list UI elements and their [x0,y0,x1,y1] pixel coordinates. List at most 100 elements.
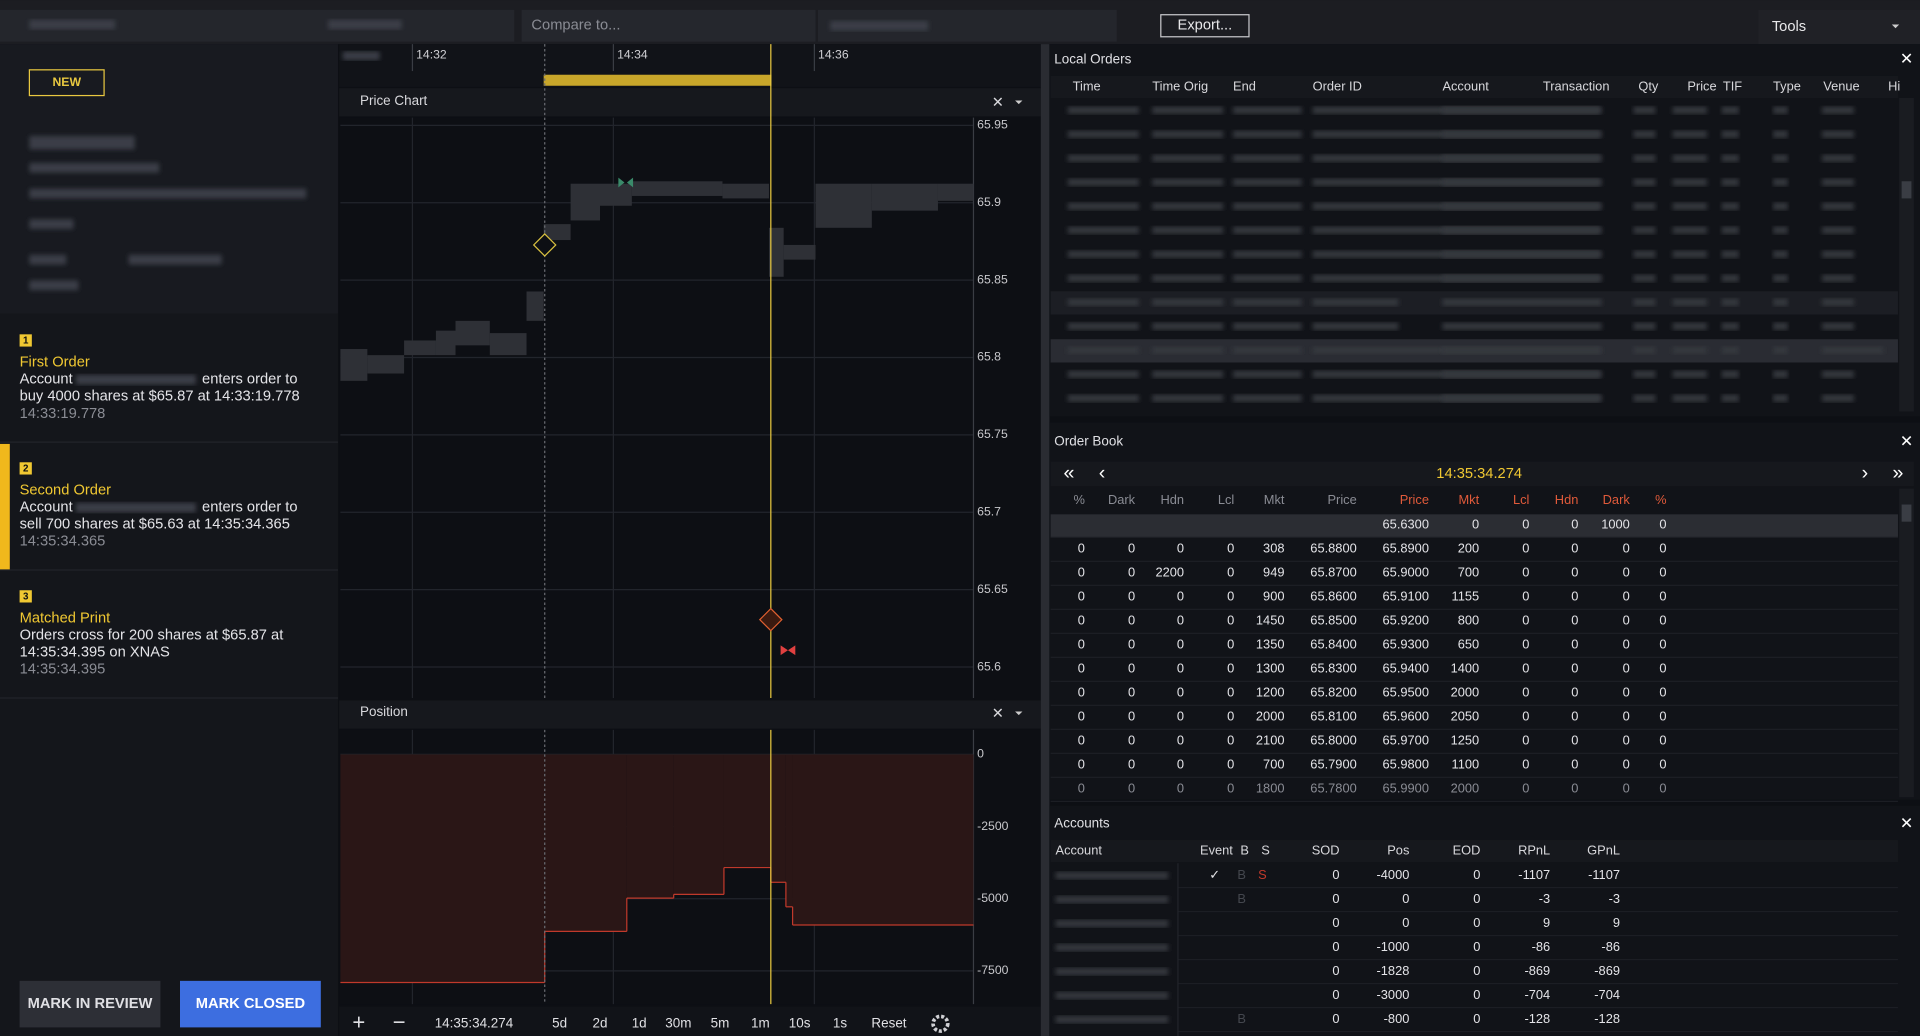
book-cell: 65.8400 [1310,637,1356,652]
blurred-cell [1067,298,1139,306]
range-button[interactable]: 1s [833,1015,847,1030]
tools-menu[interactable] [1758,9,1920,45]
book-cell: 65.7800 [1310,781,1356,796]
book-cell: 0 [1623,613,1630,628]
y-tick-label: 65.8 [977,350,1001,364]
account-cell: -3 [1609,891,1620,906]
book-cell: 0 [1128,685,1135,700]
nav-button[interactable]: » [1893,462,1904,484]
export-label: Export... [1178,18,1233,34]
blurred-account [75,502,196,513]
price-panel-header [339,88,1041,117]
table-header [1050,840,1898,863]
panel-tools: ✕ ✕ [992,95,1023,722]
book-cell: 0 [1623,541,1630,556]
settings-icon[interactable] [931,1014,950,1033]
book-cell: 0 [1177,613,1184,628]
compare-input[interactable] [521,9,816,42]
reset-button[interactable]: Reset [871,1015,906,1030]
status-label: NEW [52,75,81,89]
book-cell: 0 [1571,709,1578,724]
account-cell: 0 [1332,867,1339,882]
range-button[interactable]: 5d [552,1015,567,1030]
account-cell: 0 [1473,1011,1480,1026]
book-cell: 1300 [1256,661,1285,676]
account-cell: -869 [1524,963,1550,978]
price-band [768,227,784,277]
blurred-cell [1672,370,1707,378]
blurred-cell [1442,394,1602,402]
column-header: EOD [1453,842,1481,857]
range-button[interactable]: 1m [751,1015,770,1030]
blurred-cell [1067,106,1139,114]
blurred-account [1055,943,1169,952]
book-cell: 0 [1571,565,1578,580]
book-cell: 65.9600 [1383,709,1429,724]
event-title[interactable]: First Order [20,354,90,370]
tool-icon[interactable]: ✕ [992,706,1004,722]
blurred-cell [1672,178,1707,186]
price-band [367,355,405,374]
bid-column-header: Dark [1108,492,1136,507]
zoom-out[interactable]: − [393,1010,406,1035]
blurred-cell [1152,346,1224,354]
range-button[interactable]: 2d [593,1015,608,1030]
blurred-account [1055,1015,1169,1024]
close-button[interactable]: ✕ [1900,433,1913,450]
nav-button[interactable]: ‹ [1099,462,1106,484]
account-cell: 0 [1473,915,1480,930]
price-band [783,244,816,260]
column-header: TIF [1723,78,1742,93]
close-button[interactable]: ✕ [1900,815,1913,832]
position-area [544,754,627,932]
account-cell: 0 [1332,915,1339,930]
close-button[interactable]: ✕ [1900,51,1913,68]
range-button[interactable]: 30m [665,1015,691,1030]
book-cell: 65.6300 [1383,517,1429,532]
tool-icon[interactable]: ✕ [992,95,1004,111]
ask-column-header: % [1655,492,1666,507]
book-cell: 0 [1177,757,1184,772]
event-title[interactable]: Matched Print [20,610,111,626]
nav-button[interactable]: « [1064,462,1075,484]
nav-button[interactable]: › [1862,462,1869,484]
event-time: 14:35:34.365 [20,534,106,550]
column-header: S [1261,842,1270,857]
event-text: Account [20,372,73,388]
y-tick-label: 65.65 [977,582,1008,596]
price-chart-title: Price Chart [360,93,428,108]
blurred-cell [1067,202,1139,210]
export-button[interactable] [1160,14,1250,38]
book-cell: 650 [1458,637,1479,652]
order-book-title: Order Book [1054,434,1123,449]
account-cell: -1828 [1377,963,1410,978]
account-cell: 0 [1473,963,1480,978]
blurred-cell [1773,106,1788,114]
blurred-cell [1633,274,1656,282]
zoom-in[interactable]: + [352,1010,365,1035]
blurred-cell [1233,154,1302,162]
account-cell: -800 [1384,1011,1410,1026]
y-tick-label: 65.9 [977,195,1001,209]
column-header: End [1233,78,1256,93]
timeline-label: 14:34 [617,47,648,61]
blurred-cell [1233,202,1302,210]
range-button[interactable]: 5m [711,1015,730,1030]
blurred-cell [1721,346,1739,354]
book-cell: 0 [1177,781,1184,796]
book-cell: 0 [1571,637,1578,652]
mark-review-button[interactable] [19,980,161,1028]
event-title[interactable]: Second Order [20,482,112,498]
event-text: sell 700 shares at $65.63 at 14:35:34.36… [20,517,290,533]
range-button[interactable]: 1d [632,1015,647,1030]
book-cell: 0 [1177,541,1184,556]
account-cell: 0 [1332,1011,1339,1026]
book-cell: 65.8200 [1310,685,1356,700]
blurred-cell [1633,250,1656,258]
mark-closed-button[interactable] [180,980,321,1028]
account-cell: 0 [1402,891,1409,906]
range-button[interactable]: 10s [789,1015,811,1030]
book-cell: 0 [1128,637,1135,652]
book-cell: 0 [1177,685,1184,700]
column-header: Type [1773,78,1801,93]
